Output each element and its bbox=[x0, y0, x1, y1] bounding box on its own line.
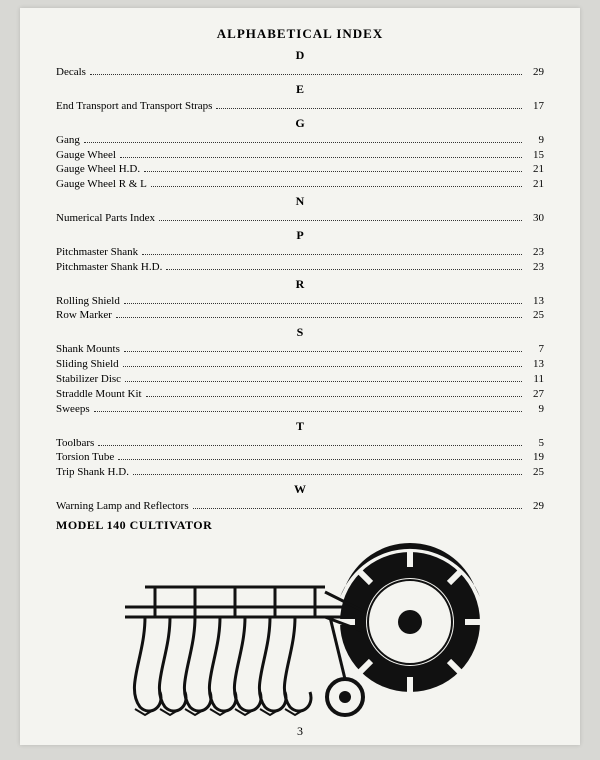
leader-dots bbox=[144, 165, 522, 173]
index-entry-label: Stabilizer Disc bbox=[56, 372, 121, 387]
index-row: Decals 29 bbox=[56, 65, 544, 80]
index-entry-page: 21 bbox=[526, 162, 544, 177]
index-entry-page: 30 bbox=[526, 211, 544, 226]
index-row: Trip Shank H.D. 25 bbox=[56, 465, 544, 480]
index-entry-label: Sweeps bbox=[56, 402, 90, 417]
index-entry-label: Gang bbox=[56, 133, 80, 148]
index-entry-label: Numerical Parts Index bbox=[56, 211, 155, 226]
leader-dots bbox=[133, 468, 522, 476]
index-entry-page: 9 bbox=[526, 402, 544, 417]
index-entry-label: Sliding Shield bbox=[56, 357, 119, 372]
index-row: Gauge Wheel H.D. 21 bbox=[56, 162, 544, 177]
index-entry-page: 13 bbox=[526, 294, 544, 309]
section-letter: E bbox=[56, 82, 544, 97]
index-entry-page: 13 bbox=[526, 357, 544, 372]
index-row: Gauge Wheel 15 bbox=[56, 148, 544, 163]
cultivator-svg bbox=[115, 537, 485, 737]
page-number: 3 bbox=[20, 724, 580, 739]
section-letter: W bbox=[56, 482, 544, 497]
index-entry-label: Pitchmaster Shank bbox=[56, 245, 138, 260]
index-entry-page: 23 bbox=[526, 260, 544, 275]
index-row: Stabilizer Disc 11 bbox=[56, 372, 544, 387]
index-entry-label: Shank Mounts bbox=[56, 342, 120, 357]
leader-dots bbox=[216, 101, 522, 109]
section-letter: T bbox=[56, 419, 544, 434]
index-entry-page: 17 bbox=[526, 99, 544, 114]
model-label: MODEL 140 CULTIVATOR bbox=[56, 518, 544, 533]
index-entry-label: Decals bbox=[56, 65, 86, 80]
index-entry-label: Gauge Wheel H.D. bbox=[56, 162, 140, 177]
index-entry-page: 19 bbox=[526, 450, 544, 465]
index-row: End Transport and Transport Straps 17 bbox=[56, 99, 544, 114]
index-row: Torsion Tube 19 bbox=[56, 450, 544, 465]
index-entry-label: Row Marker bbox=[56, 308, 112, 323]
leader-dots bbox=[166, 262, 522, 270]
index-row: Row Marker 25 bbox=[56, 308, 544, 323]
leader-dots bbox=[84, 135, 522, 143]
leader-dots bbox=[90, 67, 522, 75]
leader-dots bbox=[120, 150, 522, 158]
index-entry-label: Gauge Wheel bbox=[56, 148, 116, 163]
index-entry-label: Gauge Wheel R & L bbox=[56, 177, 147, 192]
leader-dots bbox=[142, 247, 522, 255]
index-row: Warning Lamp and Reflectors 29 bbox=[56, 499, 544, 514]
leader-dots bbox=[116, 311, 522, 319]
index-entry-page: 27 bbox=[526, 387, 544, 402]
index-entry-page: 9 bbox=[526, 133, 544, 148]
index-entry-page: 25 bbox=[526, 465, 544, 480]
index-entry-label: Warning Lamp and Reflectors bbox=[56, 499, 189, 514]
index-entry-label: Trip Shank H.D. bbox=[56, 465, 129, 480]
index-row: Straddle Mount Kit 27 bbox=[56, 387, 544, 402]
section-letter: D bbox=[56, 48, 544, 63]
index-entry-page: 29 bbox=[526, 65, 544, 80]
document-page: ALPHABETICAL INDEX D Decals 29 E End Transpo… bbox=[20, 8, 580, 745]
index-entry-page: 5 bbox=[526, 436, 544, 451]
shanks-group-icon bbox=[134, 617, 311, 715]
leader-dots bbox=[193, 501, 522, 509]
index-entry-page: 15 bbox=[526, 148, 544, 163]
index-row: Gang 9 bbox=[56, 133, 544, 148]
leader-dots bbox=[159, 213, 522, 221]
index-entry-page: 29 bbox=[526, 499, 544, 514]
index-entry-label: End Transport and Transport Straps bbox=[56, 99, 212, 114]
index-row: Shank Mounts 7 bbox=[56, 342, 544, 357]
leader-dots bbox=[94, 404, 522, 412]
index-row: Toolbars 5 bbox=[56, 436, 544, 451]
index-entry-label: Pitchmaster Shank H.D. bbox=[56, 260, 162, 275]
leader-dots bbox=[125, 374, 522, 382]
tractor-wheel-icon bbox=[340, 543, 480, 692]
index-entry-page: 11 bbox=[526, 372, 544, 387]
alphabetical-index: D Decals 29 E End Transport and Transport St… bbox=[56, 48, 544, 514]
section-letter: S bbox=[56, 325, 544, 340]
section-letter: R bbox=[56, 277, 544, 292]
section-letter: N bbox=[56, 194, 544, 209]
index-row: Pitchmaster Shank 23 bbox=[56, 245, 544, 260]
index-entry-label: Straddle Mount Kit bbox=[56, 387, 142, 402]
leader-dots bbox=[124, 345, 522, 353]
leader-dots bbox=[123, 360, 522, 368]
section-letter: G bbox=[56, 116, 544, 131]
section-letter: P bbox=[56, 228, 544, 243]
leader-dots bbox=[98, 438, 522, 446]
page-title: ALPHABETICAL INDEX bbox=[56, 26, 544, 42]
leader-dots bbox=[118, 453, 522, 461]
index-entry-label: Toolbars bbox=[56, 436, 94, 451]
leader-dots bbox=[146, 389, 522, 397]
index-entry-page: 25 bbox=[526, 308, 544, 323]
leader-dots bbox=[124, 296, 522, 304]
index-entry-page: 7 bbox=[526, 342, 544, 357]
index-row: Sweeps 9 bbox=[56, 402, 544, 417]
index-row: Rolling Shield 13 bbox=[56, 294, 544, 309]
index-entry-label: Torsion Tube bbox=[56, 450, 114, 465]
index-row: Numerical Parts Index 30 bbox=[56, 211, 544, 226]
leader-dots bbox=[151, 180, 522, 188]
index-entry-page: 21 bbox=[526, 177, 544, 192]
cultivator-illustration bbox=[115, 537, 485, 737]
index-entry-page: 23 bbox=[526, 245, 544, 260]
index-row: Pitchmaster Shank H.D. 23 bbox=[56, 260, 544, 275]
index-row: Gauge Wheel R & L 21 bbox=[56, 177, 544, 192]
index-row: Sliding Shield 13 bbox=[56, 357, 544, 372]
index-entry-label: Rolling Shield bbox=[56, 294, 120, 309]
